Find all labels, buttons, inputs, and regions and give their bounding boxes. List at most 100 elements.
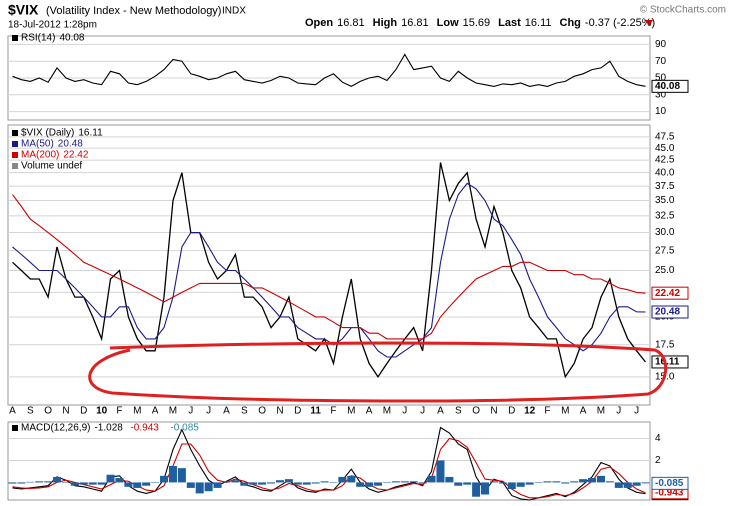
- histogram-bar: [454, 482, 463, 486]
- legend-label: MA(200): [21, 150, 59, 161]
- x-tick-label: A: [580, 406, 587, 417]
- down-arrow: [645, 20, 653, 26]
- value-tag: [651, 305, 689, 319]
- histogram-bar: [151, 482, 160, 483]
- legend-value: 20.48: [58, 139, 83, 150]
- x-tick-label: J: [616, 406, 621, 417]
- histogram-bar: [329, 482, 338, 483]
- histogram-bar: [347, 475, 356, 483]
- y-tick-label: 47.5: [655, 132, 675, 143]
- histogram-bar: [115, 478, 124, 483]
- y-tick-label: 45.0: [655, 143, 675, 154]
- histogram-bar: [632, 482, 641, 486]
- quote-label: High: [373, 17, 398, 29]
- histogram-bar: [320, 481, 329, 483]
- x-tick-label: S: [241, 406, 248, 417]
- histogram-bar: [534, 482, 543, 483]
- x-tick-label: 10: [96, 406, 108, 417]
- exchange: INDX: [222, 6, 246, 17]
- histogram-bar: [614, 482, 623, 488]
- histogram-bar: [400, 481, 409, 483]
- x-tick-label: D: [294, 406, 301, 417]
- x-tick-label: D: [508, 406, 515, 417]
- x-tick-label: A: [366, 406, 373, 417]
- legend-label: RSI(14): [21, 33, 55, 44]
- histogram-bar: [427, 475, 436, 483]
- x-tick-label: F: [544, 406, 550, 417]
- histogram-bar: [26, 481, 35, 483]
- histogram-bar: [222, 481, 231, 483]
- histogram-bar: [160, 475, 169, 483]
- value-tag-label: 40.08: [655, 81, 680, 92]
- series-line: [12, 162, 647, 379]
- histogram-bar: [525, 482, 534, 485]
- legend-value: 16.11: [78, 128, 103, 139]
- series-line: [12, 194, 646, 340]
- y-tick-label: 4: [655, 433, 661, 444]
- histogram-bar: [579, 479, 588, 483]
- x-tick-label: N: [276, 406, 283, 417]
- histogram-bar: [186, 482, 195, 488]
- y-tick-label: 25.0: [655, 265, 675, 276]
- x-tick-label: O: [44, 406, 52, 417]
- legend-label: MACD(12,26,9): [21, 423, 90, 434]
- value-tag: [651, 476, 689, 490]
- histogram-bar: [213, 482, 222, 488]
- y-tick-label: 27.5: [655, 245, 675, 256]
- y-tick-label: 37.5: [655, 181, 675, 192]
- histogram-bar: [596, 475, 605, 483]
- x-tick-label: M: [347, 406, 355, 417]
- x-tick-label: J: [206, 406, 211, 417]
- histogram-bar: [498, 482, 507, 484]
- x-tick-label: M: [383, 406, 391, 417]
- histogram-bar: [302, 482, 311, 485]
- x-tick-label: J: [634, 406, 639, 417]
- value-tag-label: 20.48: [655, 307, 680, 318]
- legend-swatch: [12, 163, 18, 169]
- histogram-bar: [258, 482, 267, 485]
- quote-value: 16.81: [337, 17, 365, 29]
- histogram-bar: [267, 482, 276, 484]
- histogram-bar: [249, 482, 258, 485]
- histogram-bar: [561, 482, 570, 484]
- histogram-bar: [97, 482, 106, 485]
- x-tick-label: A: [437, 406, 444, 417]
- histogram-bar: [641, 482, 650, 484]
- legend-swatch: [12, 141, 18, 147]
- quote-label: Low: [437, 17, 459, 29]
- x-tick-label: M: [597, 406, 605, 417]
- histogram-bar: [53, 476, 62, 483]
- histogram-bar: [374, 482, 383, 486]
- histogram-bar: [543, 481, 552, 483]
- histogram-bar: [382, 482, 391, 483]
- legend-value: -0.943: [130, 423, 159, 434]
- histogram-bar: [570, 481, 579, 483]
- legend-value: -0.085: [170, 423, 199, 434]
- histogram-bar: [338, 476, 347, 483]
- histogram-bar: [293, 482, 302, 485]
- histogram-bar: [275, 480, 284, 483]
- x-tick-label: A: [152, 406, 159, 417]
- histogram-bar: [195, 482, 204, 494]
- histogram-bar: [436, 460, 445, 483]
- y-tick-label: 2: [655, 455, 661, 466]
- histogram-bar: [88, 482, 97, 485]
- y-tick-label: 17.5: [655, 339, 675, 350]
- x-tick-label: F: [330, 406, 336, 417]
- histogram-bar: [445, 476, 454, 483]
- histogram-bar: [365, 482, 374, 487]
- histogram-bar: [142, 482, 151, 486]
- x-tick-label: D: [80, 406, 87, 417]
- histogram-bar: [605, 481, 614, 483]
- histogram-bar: [356, 482, 365, 487]
- chart-subtitle: (Volatility Index - New Methodology): [46, 5, 221, 17]
- y-tick-label: 40.0: [655, 167, 675, 178]
- histogram-bar: [418, 482, 427, 484]
- x-tick-label: J: [420, 406, 425, 417]
- legend-swatch: [12, 35, 18, 41]
- date: 18-Jul-2012 1:28pm: [8, 20, 97, 31]
- y-tick-label: 10: [655, 106, 667, 117]
- histogram-bar: [588, 478, 597, 483]
- histogram-bar: [35, 481, 44, 483]
- histogram-bar: [311, 482, 320, 484]
